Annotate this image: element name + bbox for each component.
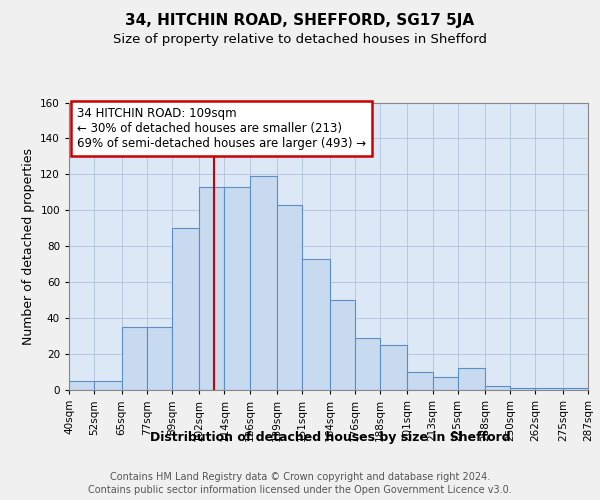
Bar [69, 381, 94, 390]
Bar [199, 187, 224, 390]
Text: Size of property relative to detached houses in Shefford: Size of property relative to detached ho… [113, 32, 487, 46]
Bar [535, 388, 563, 390]
Text: 34, HITCHIN ROAD, SHEFFORD, SG17 5JA: 34, HITCHIN ROAD, SHEFFORD, SG17 5JA [125, 12, 475, 28]
Bar [172, 228, 199, 390]
Text: 34 HITCHIN ROAD: 109sqm
← 30% of detached houses are smaller (213)
69% of semi-d: 34 HITCHIN ROAD: 109sqm ← 30% of detache… [77, 107, 366, 150]
Bar [563, 388, 588, 390]
Bar [224, 187, 250, 390]
Text: Contains public sector information licensed under the Open Government Licence v3: Contains public sector information licen… [88, 485, 512, 495]
Bar [250, 176, 277, 390]
Bar [407, 372, 433, 390]
Text: Distribution of detached houses by size in Shefford: Distribution of detached houses by size … [149, 431, 511, 444]
Bar [302, 259, 329, 390]
Bar [277, 205, 302, 390]
Bar [510, 388, 535, 390]
Bar [94, 381, 122, 390]
Bar [485, 386, 510, 390]
Y-axis label: Number of detached properties: Number of detached properties [22, 148, 35, 345]
Text: Contains HM Land Registry data © Crown copyright and database right 2024.: Contains HM Land Registry data © Crown c… [110, 472, 490, 482]
Bar [355, 338, 380, 390]
Bar [433, 378, 458, 390]
Bar [458, 368, 485, 390]
Bar [329, 300, 355, 390]
Bar [122, 327, 147, 390]
Bar [380, 345, 407, 390]
Bar [147, 327, 172, 390]
